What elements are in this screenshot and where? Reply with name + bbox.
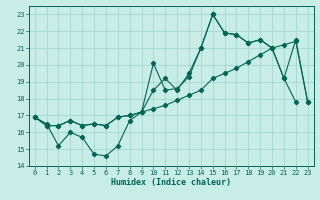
X-axis label: Humidex (Indice chaleur): Humidex (Indice chaleur) [111,178,231,187]
